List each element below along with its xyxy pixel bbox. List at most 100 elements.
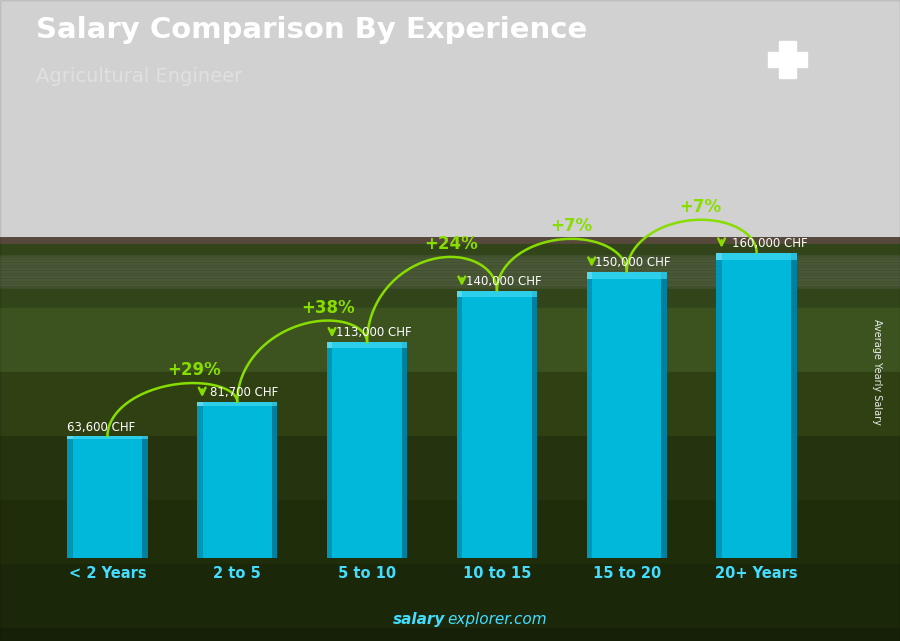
Bar: [0, 271, 900, 274]
Bar: [0, 240, 900, 244]
Bar: [327, 342, 332, 558]
Bar: [0, 240, 900, 243]
Bar: [0, 240, 900, 243]
Bar: [0, 238, 900, 242]
Text: +7%: +7%: [550, 217, 592, 235]
Bar: [0, 240, 900, 243]
Text: +29%: +29%: [167, 362, 220, 379]
Bar: [0, 238, 900, 242]
Bar: [0, 238, 900, 242]
Bar: [456, 291, 537, 558]
Text: 81,700 CHF: 81,700 CHF: [210, 386, 278, 399]
Bar: [68, 437, 73, 440]
Bar: [0, 263, 900, 266]
Bar: [327, 342, 332, 347]
Bar: [0, 238, 900, 242]
Bar: [327, 342, 408, 347]
Bar: [0, 239, 900, 242]
Bar: [0, 239, 900, 242]
Bar: [0, 239, 900, 242]
Bar: [0, 240, 900, 243]
Bar: [716, 253, 796, 260]
Bar: [0, 238, 900, 242]
Bar: [0, 240, 900, 244]
Text: Salary Comparison By Experience: Salary Comparison By Experience: [36, 16, 587, 44]
Bar: [0, 239, 900, 242]
Bar: [587, 272, 667, 279]
Bar: [0, 238, 900, 241]
Bar: [0, 272, 900, 276]
Bar: [0, 240, 900, 244]
Bar: [0, 239, 900, 242]
Bar: [0, 258, 900, 262]
Bar: [456, 291, 537, 297]
Bar: [68, 437, 73, 558]
Text: salary: salary: [393, 612, 446, 627]
Bar: [0, 239, 900, 242]
Bar: [716, 253, 796, 558]
Bar: [0, 274, 900, 277]
Bar: [197, 402, 277, 558]
Bar: [456, 291, 463, 297]
Bar: [0, 238, 900, 242]
Bar: [0, 256, 900, 260]
Bar: [0, 240, 900, 243]
Bar: [0, 239, 900, 242]
Bar: [197, 402, 202, 406]
Bar: [0, 240, 900, 244]
Bar: [778, 41, 796, 78]
Bar: [0, 240, 900, 243]
Text: 140,000 CHF: 140,000 CHF: [465, 275, 541, 288]
Bar: [0, 262, 900, 264]
Bar: [0, 268, 900, 271]
Bar: [0, 238, 900, 242]
Bar: [0, 238, 900, 242]
Bar: [0, 500, 900, 564]
Bar: [0, 277, 900, 281]
Bar: [0, 240, 900, 243]
Bar: [456, 291, 463, 558]
Bar: [0, 266, 900, 269]
Text: explorer.com: explorer.com: [447, 612, 547, 627]
Bar: [0, 240, 900, 243]
Bar: [791, 253, 796, 558]
Bar: [0, 238, 900, 242]
Text: Agricultural Engineer: Agricultural Engineer: [36, 67, 242, 87]
Bar: [0, 239, 900, 242]
Text: 160,000 CHF: 160,000 CHF: [732, 237, 807, 250]
Bar: [0, 238, 900, 242]
Bar: [0, 240, 900, 244]
Bar: [0, 240, 900, 243]
Bar: [0, 285, 900, 288]
Bar: [197, 402, 277, 406]
Bar: [0, 240, 900, 244]
Bar: [0, 239, 900, 242]
Bar: [0, 244, 900, 308]
Bar: [587, 272, 592, 279]
Bar: [0, 240, 900, 242]
Bar: [0, 240, 900, 242]
Bar: [662, 272, 667, 558]
Bar: [0, 238, 900, 242]
Bar: [0, 240, 900, 243]
Bar: [0, 308, 900, 372]
Bar: [0, 239, 900, 242]
Bar: [0, 238, 900, 242]
Bar: [0, 436, 900, 500]
Bar: [716, 253, 722, 260]
Bar: [0, 240, 900, 243]
Bar: [0, 238, 900, 241]
Bar: [0, 238, 900, 242]
Bar: [0, 372, 900, 436]
Bar: [197, 402, 202, 558]
Bar: [0, 240, 900, 243]
Bar: [0, 238, 900, 241]
Bar: [716, 253, 722, 558]
Bar: [0, 240, 900, 243]
Text: 113,000 CHF: 113,000 CHF: [336, 326, 411, 339]
Bar: [0, 564, 900, 628]
Bar: [0, 240, 900, 243]
Bar: [0, 240, 900, 243]
Bar: [0, 239, 900, 242]
Bar: [532, 291, 537, 558]
